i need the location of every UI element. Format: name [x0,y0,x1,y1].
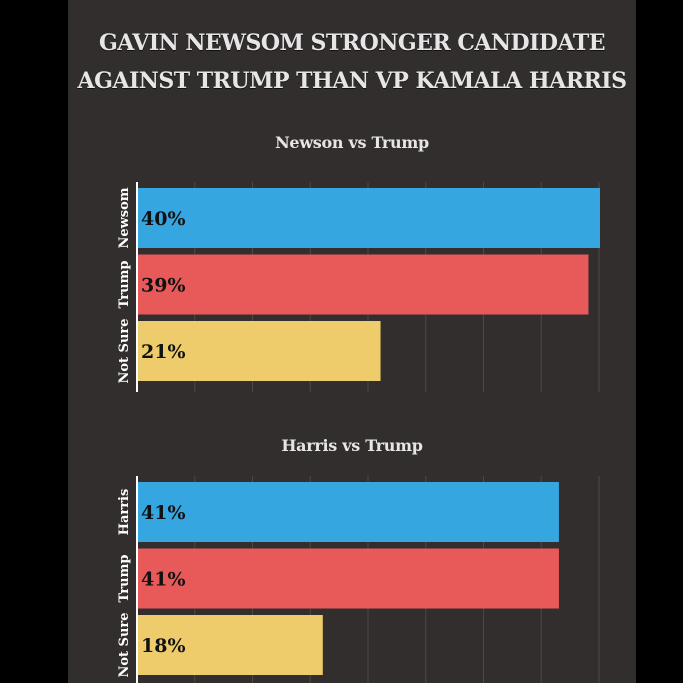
chart-harris-vs-trump: 41% Harris 41% Trump 18% Not Sure [117,476,600,683]
chart-title-line-1: GAVIN NEWSOM STRONGER CANDIDATE [99,30,606,56]
category-label: Trump [117,555,132,603]
chart-1-subtitle: Newson vs Trump [275,133,429,152]
bar-trump [138,254,589,315]
chart-title-line-2: AGAINST TRUMP THAN VP KAMALA HARRIS [77,68,627,94]
bar-newsom [138,188,600,248]
category-label: Newsom [117,187,132,248]
category-label: Trump [117,261,132,309]
chart-newsom-vs-trump: 40% Newsom 39% Trump 21% Not Sure [117,182,600,392]
bar-value-label: 18% [141,635,186,657]
bar-not-sure [138,321,381,381]
category-label: Not Sure [117,612,132,677]
bar-value-label: 41% [141,502,186,524]
bar-value-label: 40% [141,208,186,230]
bar-value-label: 41% [141,569,186,591]
category-label: Harris [117,489,132,536]
category-label: Not Sure [117,318,132,383]
bar-value-label: 39% [141,275,186,297]
bar-harris [138,482,559,542]
bar-value-label: 21% [141,341,186,363]
bar-not-sure [138,615,323,675]
bar-trump [138,548,559,609]
chart-2-subtitle: Harris vs Trump [281,436,423,455]
chart-panel: GAVIN NEWSOM STRONGER CANDIDATE AGAINST … [68,0,636,683]
